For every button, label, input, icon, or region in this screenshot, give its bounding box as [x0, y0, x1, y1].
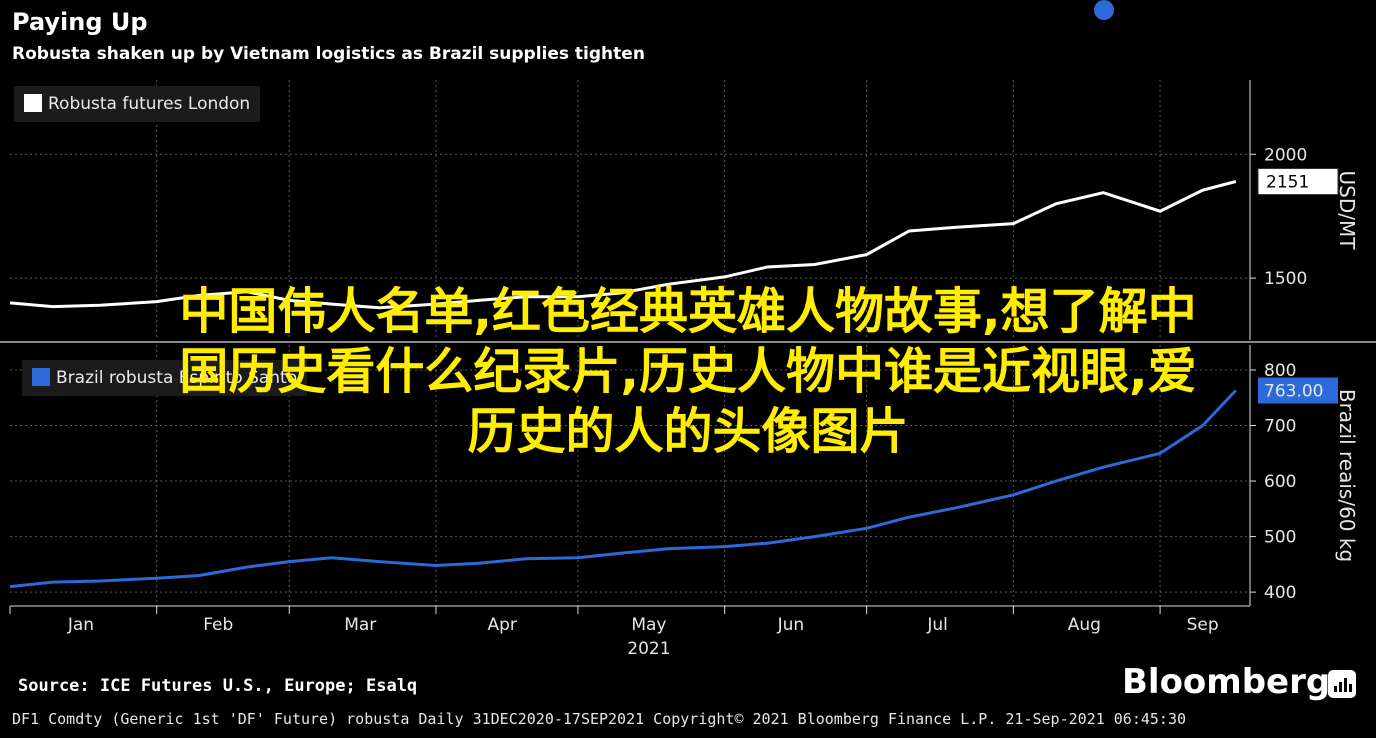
- last-value-tag: [1258, 377, 1338, 404]
- y-tick-label: 800: [1264, 361, 1296, 381]
- y-axis-title: USD/MT: [1335, 171, 1359, 251]
- overlay-line-3: 历史的人的头像图片: [467, 403, 909, 460]
- y-tick-label: 400: [1264, 583, 1296, 603]
- y-tick-label: 700: [1264, 417, 1296, 437]
- x-tick-label: Jan: [67, 615, 94, 635]
- x-tick-label: Jun: [777, 615, 805, 635]
- chart-subtitle: Robusta shaken up by Vietnam logistics a…: [12, 44, 645, 64]
- bloomberg-logo: Bloomberg: [1122, 662, 1331, 702]
- y-axis-title: Brazil reais/60 kg: [1335, 389, 1359, 562]
- y-tick-label: 500: [1264, 528, 1296, 548]
- robusta-series-line: [9, 180, 1237, 310]
- x-tick-label: Mar: [344, 615, 376, 635]
- last-value-label: 2151: [1266, 173, 1309, 193]
- legend-brazil-label: Brazil robusta Espirito Santo: [56, 368, 298, 388]
- legend-brazil: Brazil robusta Espirito Santo: [22, 360, 308, 396]
- y-tick-label: 1500: [1264, 269, 1307, 289]
- legend-swatch-blue: [32, 368, 50, 386]
- axes: [0, 80, 1376, 614]
- x-tick-label: Aug: [1068, 615, 1101, 635]
- series-lines: [9, 180, 1237, 589]
- overlay-line-1: 中国伟人名单,红色经典英雄人物故事,想了解中: [179, 283, 1197, 340]
- blue-dot-marker: [1094, 0, 1114, 20]
- last-value-label: 763.00: [1264, 382, 1323, 402]
- grid-lines: [10, 80, 1250, 606]
- overlay-line-2: 国历史看什么纪录片,历史人物中谁是近视眼,爱: [179, 343, 1197, 400]
- legend-robusta-label: Robusta futures London: [48, 94, 251, 114]
- x-tick-label: Feb: [203, 615, 233, 635]
- overlay-caption: 中国伟人名单,红色经典英雄人物故事,想了解中 国历史看什么纪录片,历史人物中谁是…: [0, 282, 1376, 462]
- bloomberg-terminal-icon: [1328, 670, 1356, 698]
- tick-labels: 1500 2000 USD/MT 2151 400 500 600 700 800 Brazil …: [67, 145, 1359, 659]
- chart-title: Paying Up: [12, 8, 148, 36]
- x-year-label: 2021: [627, 639, 670, 659]
- x-tick-label: Sep: [1187, 615, 1219, 635]
- x-tick-label: Jul: [926, 615, 948, 635]
- y-tick-label: 600: [1264, 472, 1296, 492]
- legend-swatch-white: [24, 94, 42, 112]
- last-value-tag: [1257, 168, 1339, 196]
- legend-robusta: Robusta futures London: [14, 86, 261, 122]
- footer-info: DF1 Comdty (Generic 1st 'DF' Future) rob…: [12, 710, 1186, 728]
- y-tick-label: 2000: [1264, 145, 1307, 165]
- brazil-series-line: [9, 389, 1237, 589]
- x-tick-label: Apr: [488, 615, 517, 635]
- x-tick-label: May: [631, 615, 666, 635]
- source-note: Source: ICE Futures U.S., Europe; Esalq: [18, 676, 418, 696]
